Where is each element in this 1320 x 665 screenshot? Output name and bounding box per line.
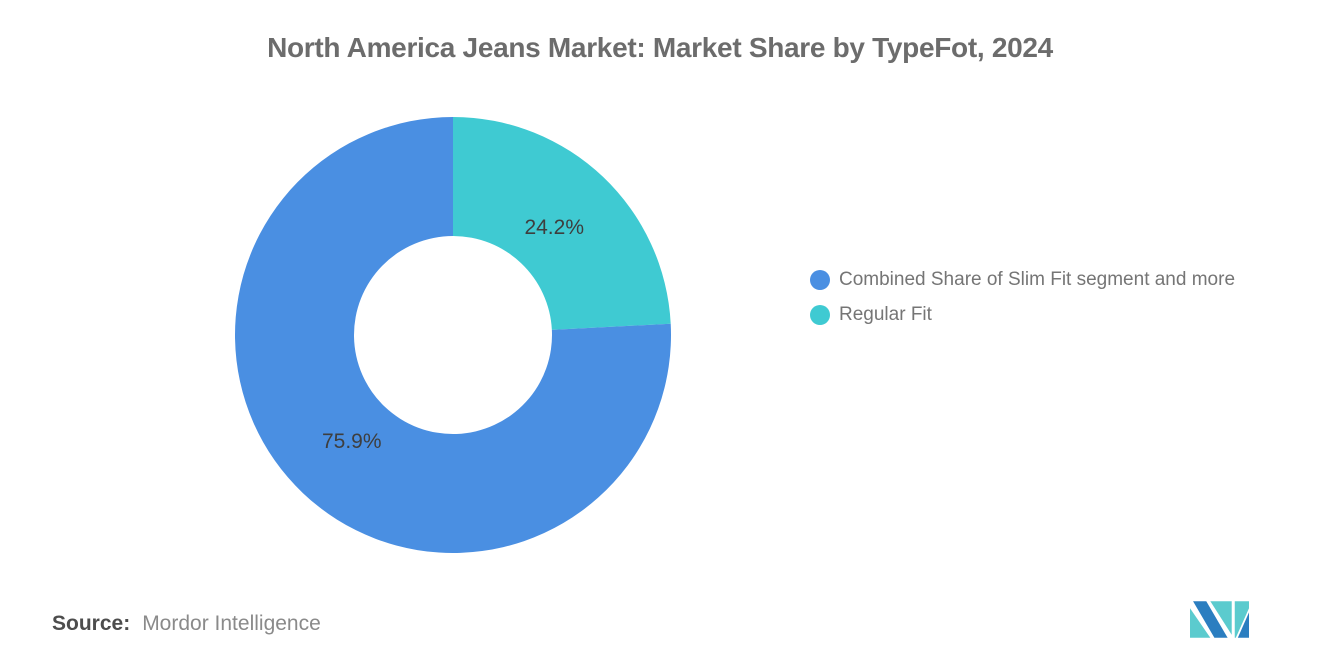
source-line: Source: Mordor Intelligence (52, 612, 321, 636)
legend-label: Combined Share of Slim Fit segment and m… (839, 269, 1236, 290)
slice-value-label: 75.9% (321, 429, 382, 453)
source-label: Source: (52, 612, 131, 635)
pie-slice-combined-share-of-slim-fit-s[interactable] (235, 117, 671, 553)
slice-value-label: 24.2% (524, 216, 584, 240)
legend-dot-icon (810, 305, 830, 325)
legend-item-regular-fit[interactable]: Regular Fit (810, 301, 1270, 329)
donut-chart (235, 117, 671, 553)
donut-chart-wrap: 24.2% 75.9% (235, 117, 671, 553)
logo-shape-teal-left (1190, 608, 1211, 638)
logo-shape-blue-bar (1237, 612, 1249, 638)
legend-dot-icon (810, 270, 830, 290)
legend-item-combined-share-of-slim-fit-s[interactable]: Combined Share of Slim Fit segment and m… (810, 266, 1270, 294)
mordor-intelligence-logo (1190, 601, 1249, 638)
mordor-intelligence-logo-icon (1190, 601, 1249, 638)
legend: Combined Share of Slim Fit segment and m… (810, 266, 1270, 329)
logo-shape-blue-band (1193, 601, 1228, 638)
chart-title: North America Jeans Market: Market Share… (267, 32, 1053, 63)
source-text: Mordor Intelligence (142, 612, 321, 635)
logo-shape-teal-bar (1234, 601, 1249, 638)
pie-slice-regular-fit[interactable] (453, 117, 671, 330)
legend-label: Regular Fit (839, 304, 932, 325)
